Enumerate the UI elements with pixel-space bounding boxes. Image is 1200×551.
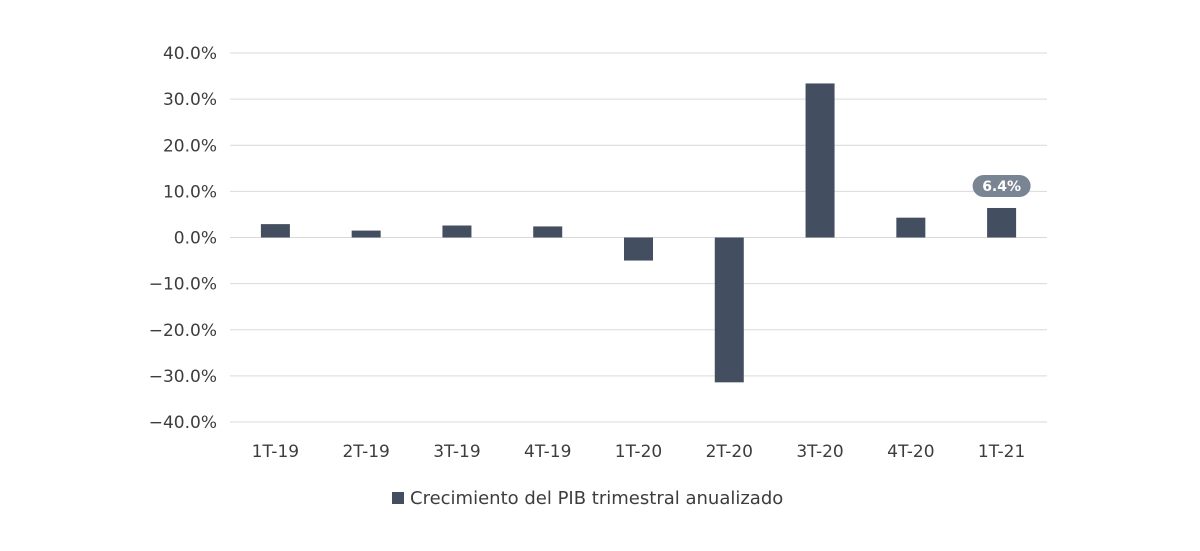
bar-3t-20: [805, 83, 835, 238]
y-tick-label: 30.0%: [163, 90, 217, 110]
x-tick-label: 4T-20: [887, 442, 934, 462]
y-tick-label: 10.0%: [163, 182, 217, 202]
bar-1t-20: [624, 237, 653, 261]
bar-4t-19: [533, 226, 563, 238]
y-tick-label: 40.0%: [163, 44, 217, 64]
x-tick-label: 3T-19: [433, 442, 480, 462]
data-label-annotation: 6.4%: [972, 174, 1031, 197]
x-tick-label: 1T-19: [252, 442, 299, 462]
x-tick-label: 1T-21: [978, 442, 1025, 462]
y-tick-label: −20.0%: [149, 321, 217, 341]
x-tick-label: 3T-20: [796, 442, 843, 462]
y-tick-label: −30.0%: [149, 367, 217, 387]
legend: Crecimiento del PIB trimestral anualizad…: [392, 488, 783, 509]
legend-swatch: [392, 492, 404, 504]
x-tick-label: 2T-19: [342, 442, 389, 462]
data-label-text: 6.4%: [982, 179, 1021, 195]
y-tick-label: 0.0%: [174, 229, 217, 249]
bar-2t-20: [714, 237, 744, 383]
bar-3t-19: [442, 225, 472, 238]
y-tick-label: 20.0%: [163, 136, 217, 156]
y-tick-label: −40.0%: [149, 413, 217, 433]
x-tick-label: 1T-20: [615, 442, 662, 462]
y-axis-ticks: 40.0% 30.0% 20.0% 10.0% 0.0% −10.0% −20.0% −30.…: [149, 44, 217, 433]
legend-label: Crecimiento del PIB trimestral anualizad…: [410, 488, 783, 509]
bar-2t-19: [351, 230, 381, 238]
data-label-badge: [972, 174, 1031, 197]
bar-1t-19: [260, 224, 290, 238]
bar-4t-20: [896, 217, 926, 238]
y-tick-label: −10.0%: [149, 275, 217, 295]
x-tick-label: 2T-20: [706, 442, 753, 462]
x-axis-ticks: 1T-19 2T-19 3T-19 4T-19 1T-20 2T-20 3T-20 4T-20…: [252, 442, 1026, 462]
bars: [260, 83, 1017, 383]
bar-1t-21: [987, 207, 1017, 238]
x-tick-label: 4T-19: [524, 442, 571, 462]
